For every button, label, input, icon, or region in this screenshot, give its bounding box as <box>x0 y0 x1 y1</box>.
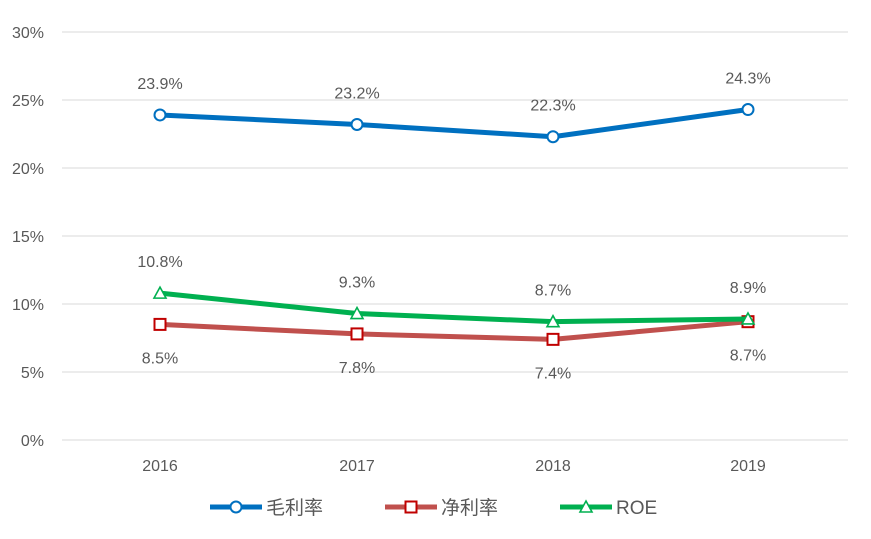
legend-circle-icon <box>229 500 243 514</box>
series-line <box>159 107 749 140</box>
circle-marker <box>546 130 560 144</box>
circle-marker <box>741 103 755 117</box>
x-axis: 2016 2017 2018 2019 <box>142 458 766 475</box>
y-tick-label: 20% <box>12 161 44 178</box>
legend-label: 净利率 <box>441 497 498 519</box>
data-label: 8.7% <box>730 348 766 365</box>
triangle-marker <box>545 314 561 328</box>
y-tick-label: 10% <box>12 297 44 314</box>
legend: 毛利率 净利率 ROE <box>210 497 657 519</box>
data-label: 9.3% <box>339 275 375 292</box>
x-tick-label: 2019 <box>730 458 766 475</box>
series-line <box>159 290 749 325</box>
x-tick-label: 2017 <box>339 458 375 475</box>
data-label: 7.4% <box>535 365 571 382</box>
y-tick-label: 15% <box>12 229 44 246</box>
data-label: 22.3% <box>530 98 575 115</box>
square-marker <box>153 317 167 331</box>
x-tick-label: 2016 <box>142 458 178 475</box>
data-label: 23.2% <box>334 85 379 102</box>
data-label: 8.5% <box>142 350 178 367</box>
circle-marker <box>350 117 364 131</box>
data-label: 24.3% <box>725 71 770 88</box>
legend-item: ROE <box>560 498 657 519</box>
legend-label: 毛利率 <box>266 497 323 519</box>
series-group: 23.9%23.2%22.3%24.3%8.5%7.8% 7.4%8.7%10.8… <box>137 71 770 383</box>
y-tick-label: 5% <box>21 365 44 382</box>
circle-marker <box>153 108 167 122</box>
y-tick-label: 0% <box>21 433 44 450</box>
legend-item: 毛利率 <box>210 497 323 519</box>
triangle-marker <box>349 305 365 320</box>
data-label: 10.8% <box>137 254 182 271</box>
legend-square-icon <box>404 500 418 514</box>
legend-label: ROE <box>616 498 657 519</box>
data-label: 8.7% <box>535 283 571 300</box>
data-label: 7.8% <box>339 360 375 377</box>
series-ROE: 10.8% 9.3% 8.7% 8.9% <box>137 254 766 328</box>
gridlines <box>62 31 848 441</box>
y-tick-label: 25% <box>12 93 44 110</box>
legend-triangle-icon <box>578 499 594 513</box>
triangle-marker <box>740 311 756 325</box>
y-tick-label: 30% <box>12 25 44 42</box>
data-label: 8.9% <box>730 280 766 297</box>
square-marker <box>350 327 364 341</box>
square-marker <box>546 332 560 346</box>
series-毛利率: 23.9% 23.2% 22.3% 24.3% <box>137 71 771 144</box>
legend-item: 净利率 <box>385 497 498 519</box>
triangle-marker <box>152 285 168 299</box>
series-line <box>159 319 749 342</box>
data-label: 23.9% <box>137 76 182 93</box>
x-tick-label: 2018 <box>535 458 571 475</box>
y-axis: 0% 5% 10% 15% 20% 25% 30% <box>12 25 44 450</box>
